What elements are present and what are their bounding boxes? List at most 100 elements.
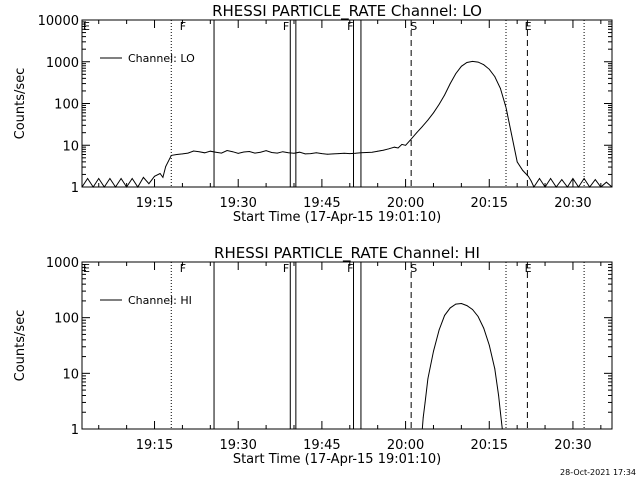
data-point: [371, 151, 373, 153]
data-point: [611, 186, 613, 188]
data-point: [422, 417, 424, 419]
data-point: [349, 153, 351, 155]
data-point: [410, 138, 412, 140]
series-line: [421, 302, 503, 430]
y-tick-label: 10: [62, 367, 79, 382]
data-point: [572, 178, 574, 179]
data-point: [533, 186, 535, 188]
data-point: [477, 316, 479, 317]
x-tick-label: 20:15: [471, 438, 508, 453]
data-point: [466, 62, 468, 63]
data-point: [500, 87, 501, 89]
data-point: [516, 161, 518, 163]
data-point: [444, 314, 446, 316]
data-point: [505, 107, 507, 108]
data-point: [388, 148, 390, 150]
data-point: [444, 94, 446, 96]
data-point: [148, 183, 150, 185]
x-tick-label: 20:00: [387, 196, 424, 211]
flag-label: E: [525, 20, 532, 33]
data-point: [427, 119, 429, 121]
flag-label: F: [347, 262, 353, 275]
data-point: [360, 152, 362, 154]
data-point: [282, 151, 284, 153]
data-point: [498, 395, 499, 396]
data-point: [606, 181, 607, 183]
data-point: [472, 60, 473, 62]
data-point: [561, 179, 563, 181]
plot-frame: [81, 19, 613, 188]
data-point: [472, 309, 473, 310]
timestamp-text: 28-Oct-2021 17:34: [560, 468, 636, 477]
data-point: [550, 178, 552, 179]
y-tick-label: 1: [71, 423, 79, 438]
data-point: [332, 153, 334, 155]
flag-label: F: [283, 20, 289, 33]
y-axis-label: Counts/sec: [13, 68, 28, 140]
data-point: [221, 152, 222, 154]
chart-title: RHESSI PARTICLE_RATE Channel: LO: [212, 2, 482, 21]
data-point: [424, 402, 426, 403]
data-point: [530, 180, 532, 182]
data-point: [382, 149, 384, 151]
data-point: [455, 303, 457, 305]
data-point: [288, 152, 289, 154]
data-point: [539, 178, 540, 179]
series-line: [81, 60, 613, 189]
data-point: [421, 428, 423, 430]
data-point: [98, 178, 100, 179]
data-point: [137, 186, 139, 188]
data-point: [522, 169, 524, 171]
data-point: [120, 178, 122, 179]
data-point: [488, 68, 490, 70]
data-point: [501, 428, 503, 430]
flag-label: F: [347, 20, 353, 33]
data-point: [182, 153, 183, 155]
y-axis-label: Counts/sec: [13, 310, 28, 382]
data-point: [321, 153, 323, 155]
data-point: [243, 151, 245, 153]
data-point: [187, 152, 189, 154]
data-point: [566, 186, 568, 188]
data-point: [271, 152, 273, 153]
x-tick-label: 20:30: [554, 438, 591, 453]
data-point: [338, 153, 340, 155]
data-point: [232, 151, 234, 153]
x-tick-label: 19:30: [219, 196, 256, 211]
data-point: [544, 186, 546, 188]
data-point: [578, 186, 579, 188]
data-point: [433, 350, 434, 352]
x-tick-label: 20:15: [471, 196, 508, 211]
flag-label: S: [410, 20, 417, 33]
data-point: [193, 150, 194, 152]
data-point: [494, 368, 496, 370]
x-axis-label: Start Time (17-Apr-15 19:01:10): [233, 210, 441, 225]
y-tick-label: 100: [54, 312, 79, 327]
data-point: [405, 144, 406, 146]
data-point: [477, 61, 479, 63]
flag-label: F: [180, 20, 186, 33]
y-tick-label: 1: [71, 181, 79, 196]
data-point: [176, 154, 178, 155]
data-point: [109, 178, 111, 179]
data-point: [310, 153, 312, 155]
data-point: [511, 134, 512, 135]
data-point: [103, 186, 105, 188]
x-tick-label: 19:45: [303, 438, 340, 453]
data-point: [483, 327, 485, 329]
data-point: [198, 151, 200, 153]
data-point: [433, 112, 434, 114]
flag-label: F: [180, 262, 186, 275]
data-point: [299, 151, 300, 153]
data-point: [460, 303, 462, 304]
data-point: [276, 152, 278, 154]
data-point: [343, 152, 345, 154]
x-tick-label: 19:15: [136, 438, 173, 453]
data-point: [204, 152, 206, 154]
data-point: [397, 147, 399, 149]
lo-channel-panel: RHESSI PARTICLE_RATE Channel: LO Start Ti…: [13, 2, 613, 225]
data-point: [438, 104, 440, 105]
x-tick-label: 19:30: [219, 438, 256, 453]
legend-label: Channel: HI: [128, 294, 192, 307]
data-point: [115, 186, 116, 188]
